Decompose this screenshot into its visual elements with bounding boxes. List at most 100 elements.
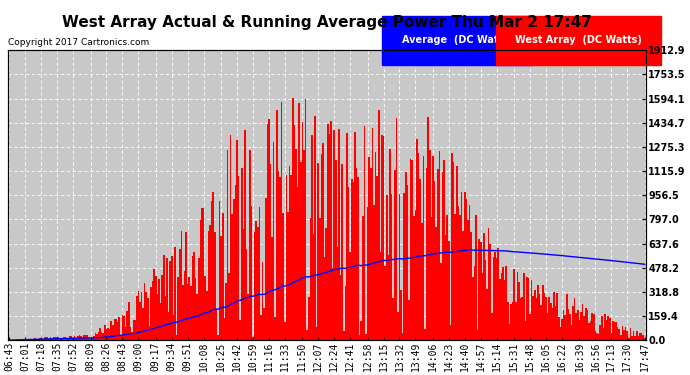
Bar xyxy=(313,234,314,340)
Bar xyxy=(472,277,473,340)
Bar xyxy=(442,172,443,340)
Bar xyxy=(271,237,273,340)
Bar xyxy=(26,339,28,340)
Bar xyxy=(66,338,68,340)
Bar xyxy=(604,314,606,340)
Bar xyxy=(405,172,406,340)
Bar xyxy=(580,312,582,340)
Bar xyxy=(279,177,281,340)
Bar xyxy=(47,338,48,340)
Bar xyxy=(58,336,59,340)
Bar xyxy=(380,252,381,340)
Text: West Array  (DC Watts): West Array (DC Watts) xyxy=(515,35,642,45)
Bar xyxy=(588,323,590,340)
Bar xyxy=(620,334,622,340)
Bar xyxy=(575,313,577,340)
Bar xyxy=(136,296,137,340)
Bar xyxy=(455,214,456,340)
Bar xyxy=(644,338,646,340)
Bar xyxy=(628,338,630,340)
Bar xyxy=(606,320,607,340)
Bar xyxy=(572,306,574,340)
Bar xyxy=(397,312,399,340)
Bar xyxy=(276,110,277,340)
Bar xyxy=(593,314,595,340)
Bar xyxy=(80,336,81,340)
Bar xyxy=(607,316,609,340)
Bar xyxy=(201,208,203,340)
Bar xyxy=(227,150,228,340)
Bar xyxy=(91,338,93,340)
Bar xyxy=(584,316,585,340)
Bar xyxy=(121,315,124,340)
Bar xyxy=(124,316,125,340)
Bar xyxy=(545,297,546,340)
Bar xyxy=(316,327,317,340)
Bar xyxy=(569,314,571,340)
Bar xyxy=(505,266,507,340)
Bar xyxy=(106,329,107,340)
Bar xyxy=(331,121,332,340)
Bar xyxy=(378,110,380,340)
Bar xyxy=(400,290,402,340)
Bar xyxy=(179,249,181,340)
Bar xyxy=(298,103,300,340)
Bar xyxy=(346,134,348,340)
Bar xyxy=(155,276,157,340)
Bar xyxy=(489,244,491,340)
Bar xyxy=(311,135,313,340)
Bar xyxy=(292,98,293,340)
Bar xyxy=(244,130,246,340)
Bar xyxy=(68,338,69,340)
Bar xyxy=(297,188,298,340)
Bar xyxy=(473,266,475,340)
Bar xyxy=(567,309,569,340)
Bar xyxy=(591,313,593,340)
Bar xyxy=(104,325,106,340)
Text: Average  (DC Watts): Average (DC Watts) xyxy=(402,35,513,45)
Bar xyxy=(310,218,311,340)
Bar xyxy=(43,338,45,340)
Bar xyxy=(34,338,36,340)
Bar xyxy=(596,333,598,340)
Bar xyxy=(426,168,427,340)
Bar xyxy=(337,247,338,340)
Bar xyxy=(370,168,372,340)
Bar xyxy=(524,321,526,340)
Bar xyxy=(625,327,627,340)
Bar xyxy=(600,326,601,340)
Bar xyxy=(228,273,230,340)
Bar xyxy=(517,272,518,340)
Bar xyxy=(187,284,188,340)
Bar xyxy=(555,306,556,340)
Bar xyxy=(410,159,411,340)
Bar xyxy=(255,221,257,340)
Bar xyxy=(284,322,286,340)
Bar xyxy=(166,258,168,340)
Bar xyxy=(238,176,239,340)
Bar xyxy=(415,210,416,340)
Bar xyxy=(368,157,370,340)
Bar xyxy=(137,291,139,340)
Bar xyxy=(83,335,85,340)
Bar xyxy=(491,313,493,340)
Bar xyxy=(70,336,72,340)
Bar xyxy=(564,315,566,340)
Bar xyxy=(522,297,523,340)
Bar xyxy=(206,291,208,340)
Bar xyxy=(120,335,121,340)
Bar xyxy=(102,333,104,340)
Bar xyxy=(142,308,144,340)
Bar xyxy=(314,116,316,340)
Bar xyxy=(31,339,32,340)
Bar xyxy=(290,175,292,340)
Bar xyxy=(277,171,279,340)
Bar xyxy=(510,304,512,340)
Bar xyxy=(308,297,310,340)
Bar xyxy=(546,313,549,340)
Bar xyxy=(266,124,268,340)
Title: West Array Actual & Running Average Power Thu Mar 2 17:47: West Array Actual & Running Average Powe… xyxy=(62,15,592,30)
Bar xyxy=(538,285,539,340)
Bar xyxy=(551,308,553,340)
Bar xyxy=(535,297,538,340)
